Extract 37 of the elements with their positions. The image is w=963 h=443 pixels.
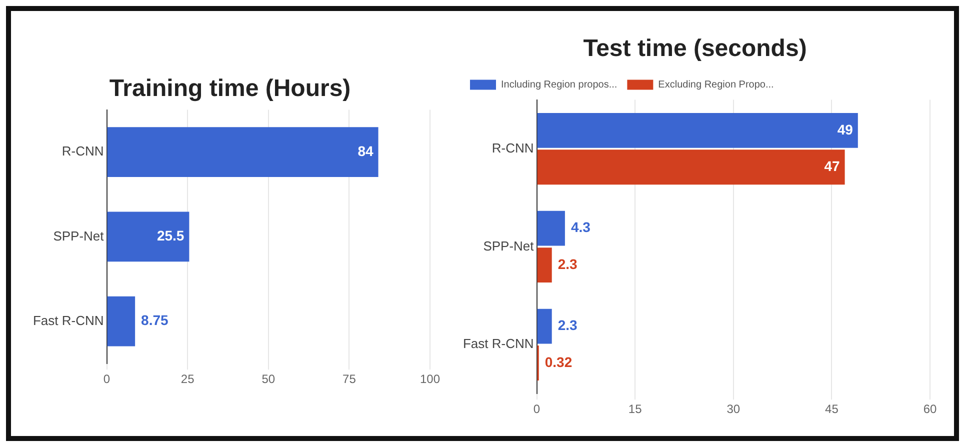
- bar: [107, 212, 190, 262]
- x-tick-label: 30: [726, 402, 740, 416]
- legend-label: Including Region propos...: [501, 80, 618, 91]
- y-tick-label: Fast R-CNN: [32, 312, 104, 328]
- bar: [107, 296, 136, 346]
- data-label: 2.3: [558, 317, 578, 334]
- bar: [537, 248, 552, 283]
- x-tick-label: 75: [342, 372, 356, 386]
- chart-title: Test time (seconds): [583, 35, 807, 62]
- y-tick-label: R-CNN: [492, 140, 534, 156]
- data-label: 84: [358, 142, 374, 159]
- x-tick-label: 0: [533, 402, 540, 416]
- bar: [107, 127, 378, 178]
- bar: [537, 308, 552, 344]
- data-label: 0.32: [544, 354, 572, 370]
- chart-title: Training time (Hours): [109, 75, 351, 102]
- y-tick-label: SPP-Net: [53, 228, 104, 244]
- data-label: 2.3: [558, 256, 578, 272]
- y-tick-label: SPP-Net: [483, 238, 534, 254]
- bar: [537, 150, 845, 185]
- bar: [537, 210, 565, 246]
- x-tick-label: 60: [923, 402, 937, 416]
- legend-label: Excluding Region Propo...: [658, 80, 774, 91]
- data-label: 25.5: [156, 228, 184, 244]
- data-label: 4.3: [570, 219, 591, 236]
- y-tick-label: Fast R-CNN: [462, 336, 534, 352]
- x-tick-label: 25: [180, 372, 195, 386]
- x-tick-label: 50: [262, 372, 276, 386]
- data-label: 47: [824, 158, 840, 174]
- y-tick-label: R-CNN: [62, 144, 104, 159]
- x-tick-label: 45: [825, 402, 839, 416]
- data-label: 8.75: [141, 312, 169, 328]
- bar: [537, 112, 858, 148]
- x-tick-label: 0: [103, 372, 110, 386]
- x-tick-label: 15: [628, 402, 642, 416]
- x-tick-label: 100: [420, 372, 440, 386]
- data-label: 49: [837, 121, 854, 138]
